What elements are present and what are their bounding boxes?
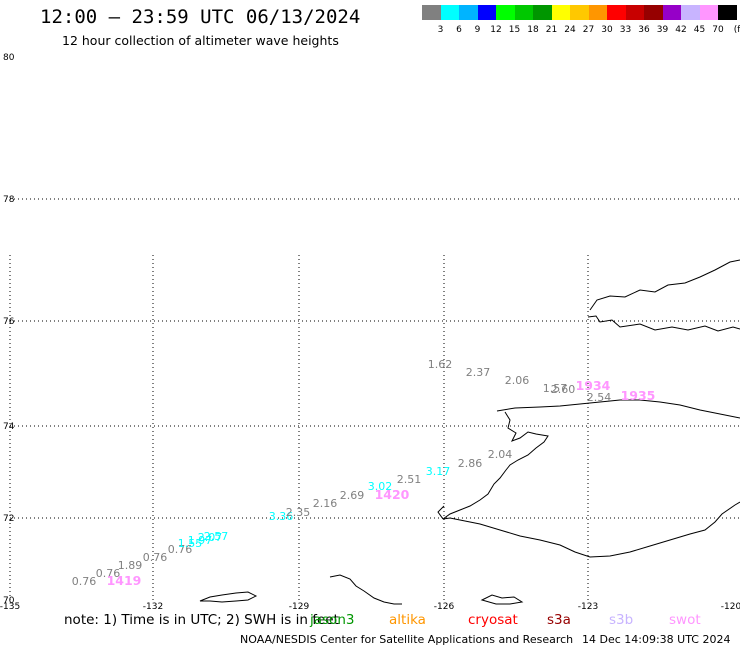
wave-height-label: 1934 [576,378,611,393]
wave-height-label: 0.76 [96,567,121,580]
coastline [199,259,740,605]
wave-height-label: 0.76 [168,543,193,556]
coastline-banks-island [589,259,740,311]
scale-swatch [496,5,515,20]
coastline-herschel [199,591,258,603]
longitude-label: -132 [143,602,163,612]
wave-height-label: 2.69 [340,489,365,502]
scale-label: 21 [545,25,558,35]
scale-swatch [533,5,552,20]
scale-swatch [477,5,496,20]
longitude-label: -135 [0,602,20,612]
wave-height-label: 1935 [621,388,656,403]
altimeter-observations: 0.760.7614191.890.760.761.551.972.072.57… [72,358,656,588]
scale-label: 33 [619,25,632,35]
coastline-banks-south [587,315,740,332]
legend-cryosat: cryosat [468,612,518,628]
scale-swatch [625,5,644,20]
scale-label: 36 [638,25,650,35]
scale-swatch [699,5,718,20]
wave-height-label: 3.02 [368,480,393,493]
wave-height-label: 1.62 [428,358,453,371]
scale-label: 42 [675,25,687,35]
scale-swatch [644,5,663,20]
scale-label: 3 [437,25,444,35]
wave-height-label: 2.37 [466,366,491,379]
legend-jason3: jason3 [310,612,355,628]
scale-label: 27 [582,25,595,35]
graticule: 80 78 76 74 72 70-135 -132 -129 -126 -123 -120 [0,53,740,612]
scale-unit: (ft) [733,25,740,35]
wave-height-label: 2.04 [488,448,513,461]
legend-s3b: s3b [609,612,634,628]
scale-label: 18 [527,25,539,35]
wave-height-label: 2.07 [198,531,223,544]
latitude-label: 70 [3,596,15,606]
wave-height-label: 3.17 [426,465,451,478]
wave-height-label: 0.76 [143,551,168,564]
scale-swatch [570,5,589,20]
longitude-label: -126 [434,602,455,612]
wave-height-label: 1419 [107,573,142,588]
scale-label: 12 [490,25,502,35]
scale-label: 70 [712,25,724,35]
legend-altika: altika [389,612,426,628]
legend-s3a: s3a [547,612,571,628]
scale-label: 39 [656,25,669,35]
wave-height-label: 2.35 [286,506,311,519]
wave-height-label: 0.76 [72,575,97,588]
scale-swatch [551,5,570,20]
latitude-label: 72 [3,514,14,524]
footer-credit: NOAA/NESDIS Center for Satellite Applica… [240,633,574,646]
wave-height-label: 1420 [375,487,410,502]
page-title: 12:00 — 23:59 UTC 06/13/2024 [40,6,361,28]
latitude-label: 74 [3,422,15,432]
wave-height-label: 3.36 [269,510,294,523]
latitude-label: 78 [3,195,15,205]
coastline-peninsula [437,505,445,520]
longitude-label: -120 [721,602,740,612]
wave-height-label: 1.89 [118,559,143,572]
wave-height-label: 2.16 [313,497,338,510]
scale-swatch [662,5,681,20]
scale-label: 24 [564,25,576,35]
wave-height-label: 2.57 [204,530,229,543]
latitude-label: 80 [3,53,15,63]
scale-swatch [588,5,607,20]
coastline-mainland [496,399,740,419]
scale-label: 45 [693,25,706,35]
wave-height-label: 1.55 [178,537,203,550]
coastline-bathurst [442,411,740,558]
scale-label: 9 [474,25,481,35]
scale-swatch [607,5,626,20]
wave-height-label: 2.86 [458,457,483,470]
scale-label: 6 [456,25,462,35]
scale-swatch [440,5,459,20]
scale-swatch [718,5,737,20]
legend-swot: swot [669,612,701,628]
footnote: note: 1) Time is in UTC; 2) SWH is in fe… [64,612,339,628]
wave-height-label: 2.60 [551,383,576,396]
scale-swatch [422,5,441,20]
wave-height-label: 1.97 [188,534,213,547]
scale-swatch [459,5,478,20]
footer-date: 14 Dec 14:09:38 UTC 2024 [582,633,731,646]
wave-height-label: 1.57 [543,382,568,395]
page-subtitle: 12 hour collection of altimeter wave hei… [62,33,339,48]
latitude-label: 76 [3,317,15,327]
scale-label: 15 [508,25,521,35]
scale-swatch [514,5,533,20]
longitude-label: -129 [289,602,310,612]
wave-height-label: 2.54 [587,391,612,404]
scale-label: 30 [601,25,613,35]
wave-height-label: 2.51 [397,473,422,486]
longitude-label: -123 [578,602,598,612]
coastline-mackenzie-delta [329,574,402,605]
scale-swatch [681,5,700,20]
wave-height-label: 2.06 [505,374,530,387]
coastline-delta-islands [480,594,524,605]
